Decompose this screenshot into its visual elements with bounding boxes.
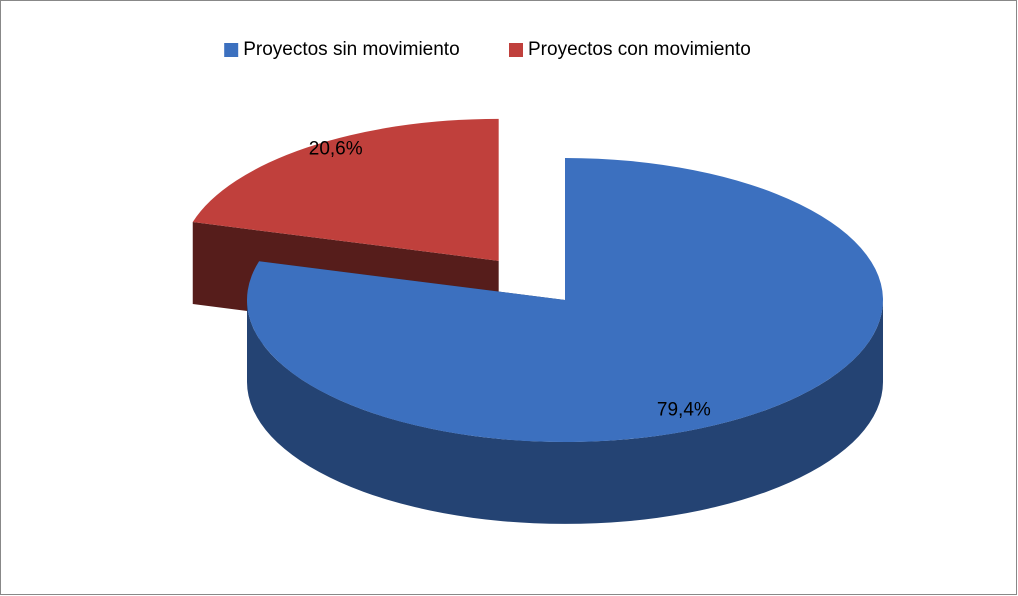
slice-top	[246, 158, 883, 443]
data-label: 79,4%	[657, 399, 711, 420]
legend-swatch	[509, 43, 523, 57]
slice	[246, 158, 883, 524]
slice-side	[247, 300, 883, 524]
legend-label: Proyectos con movimiento	[528, 39, 751, 60]
slice-top	[192, 118, 499, 261]
legend-label: Proyectos sin movimiento	[243, 39, 459, 60]
data-label: 20,6%	[309, 139, 363, 160]
legend-swatch	[224, 43, 239, 57]
